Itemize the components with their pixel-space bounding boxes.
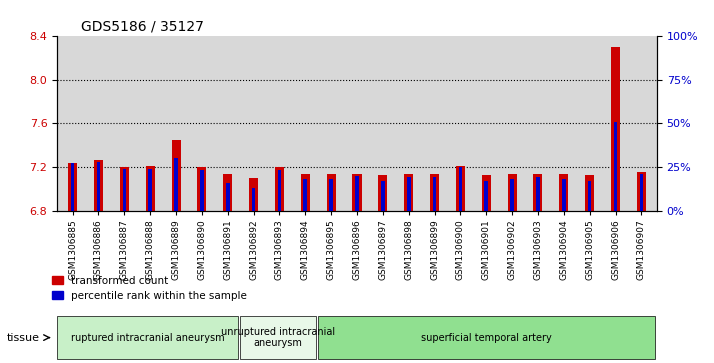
Bar — [329, 179, 333, 211]
Bar — [430, 174, 439, 211]
Bar — [614, 122, 618, 211]
Text: tissue: tissue — [7, 333, 40, 343]
Bar — [174, 158, 178, 211]
Bar — [94, 160, 103, 211]
Bar — [482, 175, 491, 211]
Bar — [226, 183, 229, 211]
Bar — [456, 166, 465, 211]
Bar — [326, 174, 336, 211]
Bar — [223, 174, 232, 211]
Bar — [278, 171, 281, 211]
Bar — [353, 174, 361, 211]
Bar — [68, 163, 77, 211]
Bar — [588, 181, 591, 211]
Bar — [559, 174, 568, 211]
Bar — [146, 166, 155, 211]
Legend: transformed count, percentile rank within the sample: transformed count, percentile rank withi… — [48, 272, 251, 305]
Bar — [458, 167, 462, 211]
Bar — [96, 162, 100, 211]
Bar — [562, 179, 565, 211]
Bar — [611, 47, 620, 211]
Bar — [404, 174, 413, 211]
Bar — [378, 175, 388, 211]
Bar — [71, 163, 74, 211]
Bar — [533, 174, 543, 211]
Bar — [123, 169, 126, 211]
Bar — [355, 176, 359, 211]
Bar — [249, 178, 258, 211]
Text: unruptured intracranial
aneurysm: unruptured intracranial aneurysm — [221, 327, 335, 348]
Bar — [275, 167, 284, 211]
Bar — [200, 171, 203, 211]
Text: superficial temporal artery: superficial temporal artery — [421, 333, 552, 343]
Bar — [640, 174, 643, 211]
Bar — [301, 174, 310, 211]
Bar — [536, 178, 540, 211]
Bar — [637, 172, 646, 211]
Bar — [585, 175, 594, 211]
Bar — [433, 178, 436, 211]
Bar — [171, 140, 181, 211]
Bar — [511, 179, 514, 211]
Text: ruptured intracranial aneurysm: ruptured intracranial aneurysm — [71, 333, 224, 343]
Bar — [120, 167, 129, 211]
Bar — [407, 178, 411, 211]
Bar — [197, 167, 206, 211]
Bar — [381, 181, 385, 211]
Bar — [303, 179, 307, 211]
Text: GDS5186 / 35127: GDS5186 / 35127 — [81, 20, 204, 34]
Bar — [252, 188, 256, 211]
Bar — [149, 169, 152, 211]
Bar — [508, 174, 517, 211]
Bar — [484, 181, 488, 211]
